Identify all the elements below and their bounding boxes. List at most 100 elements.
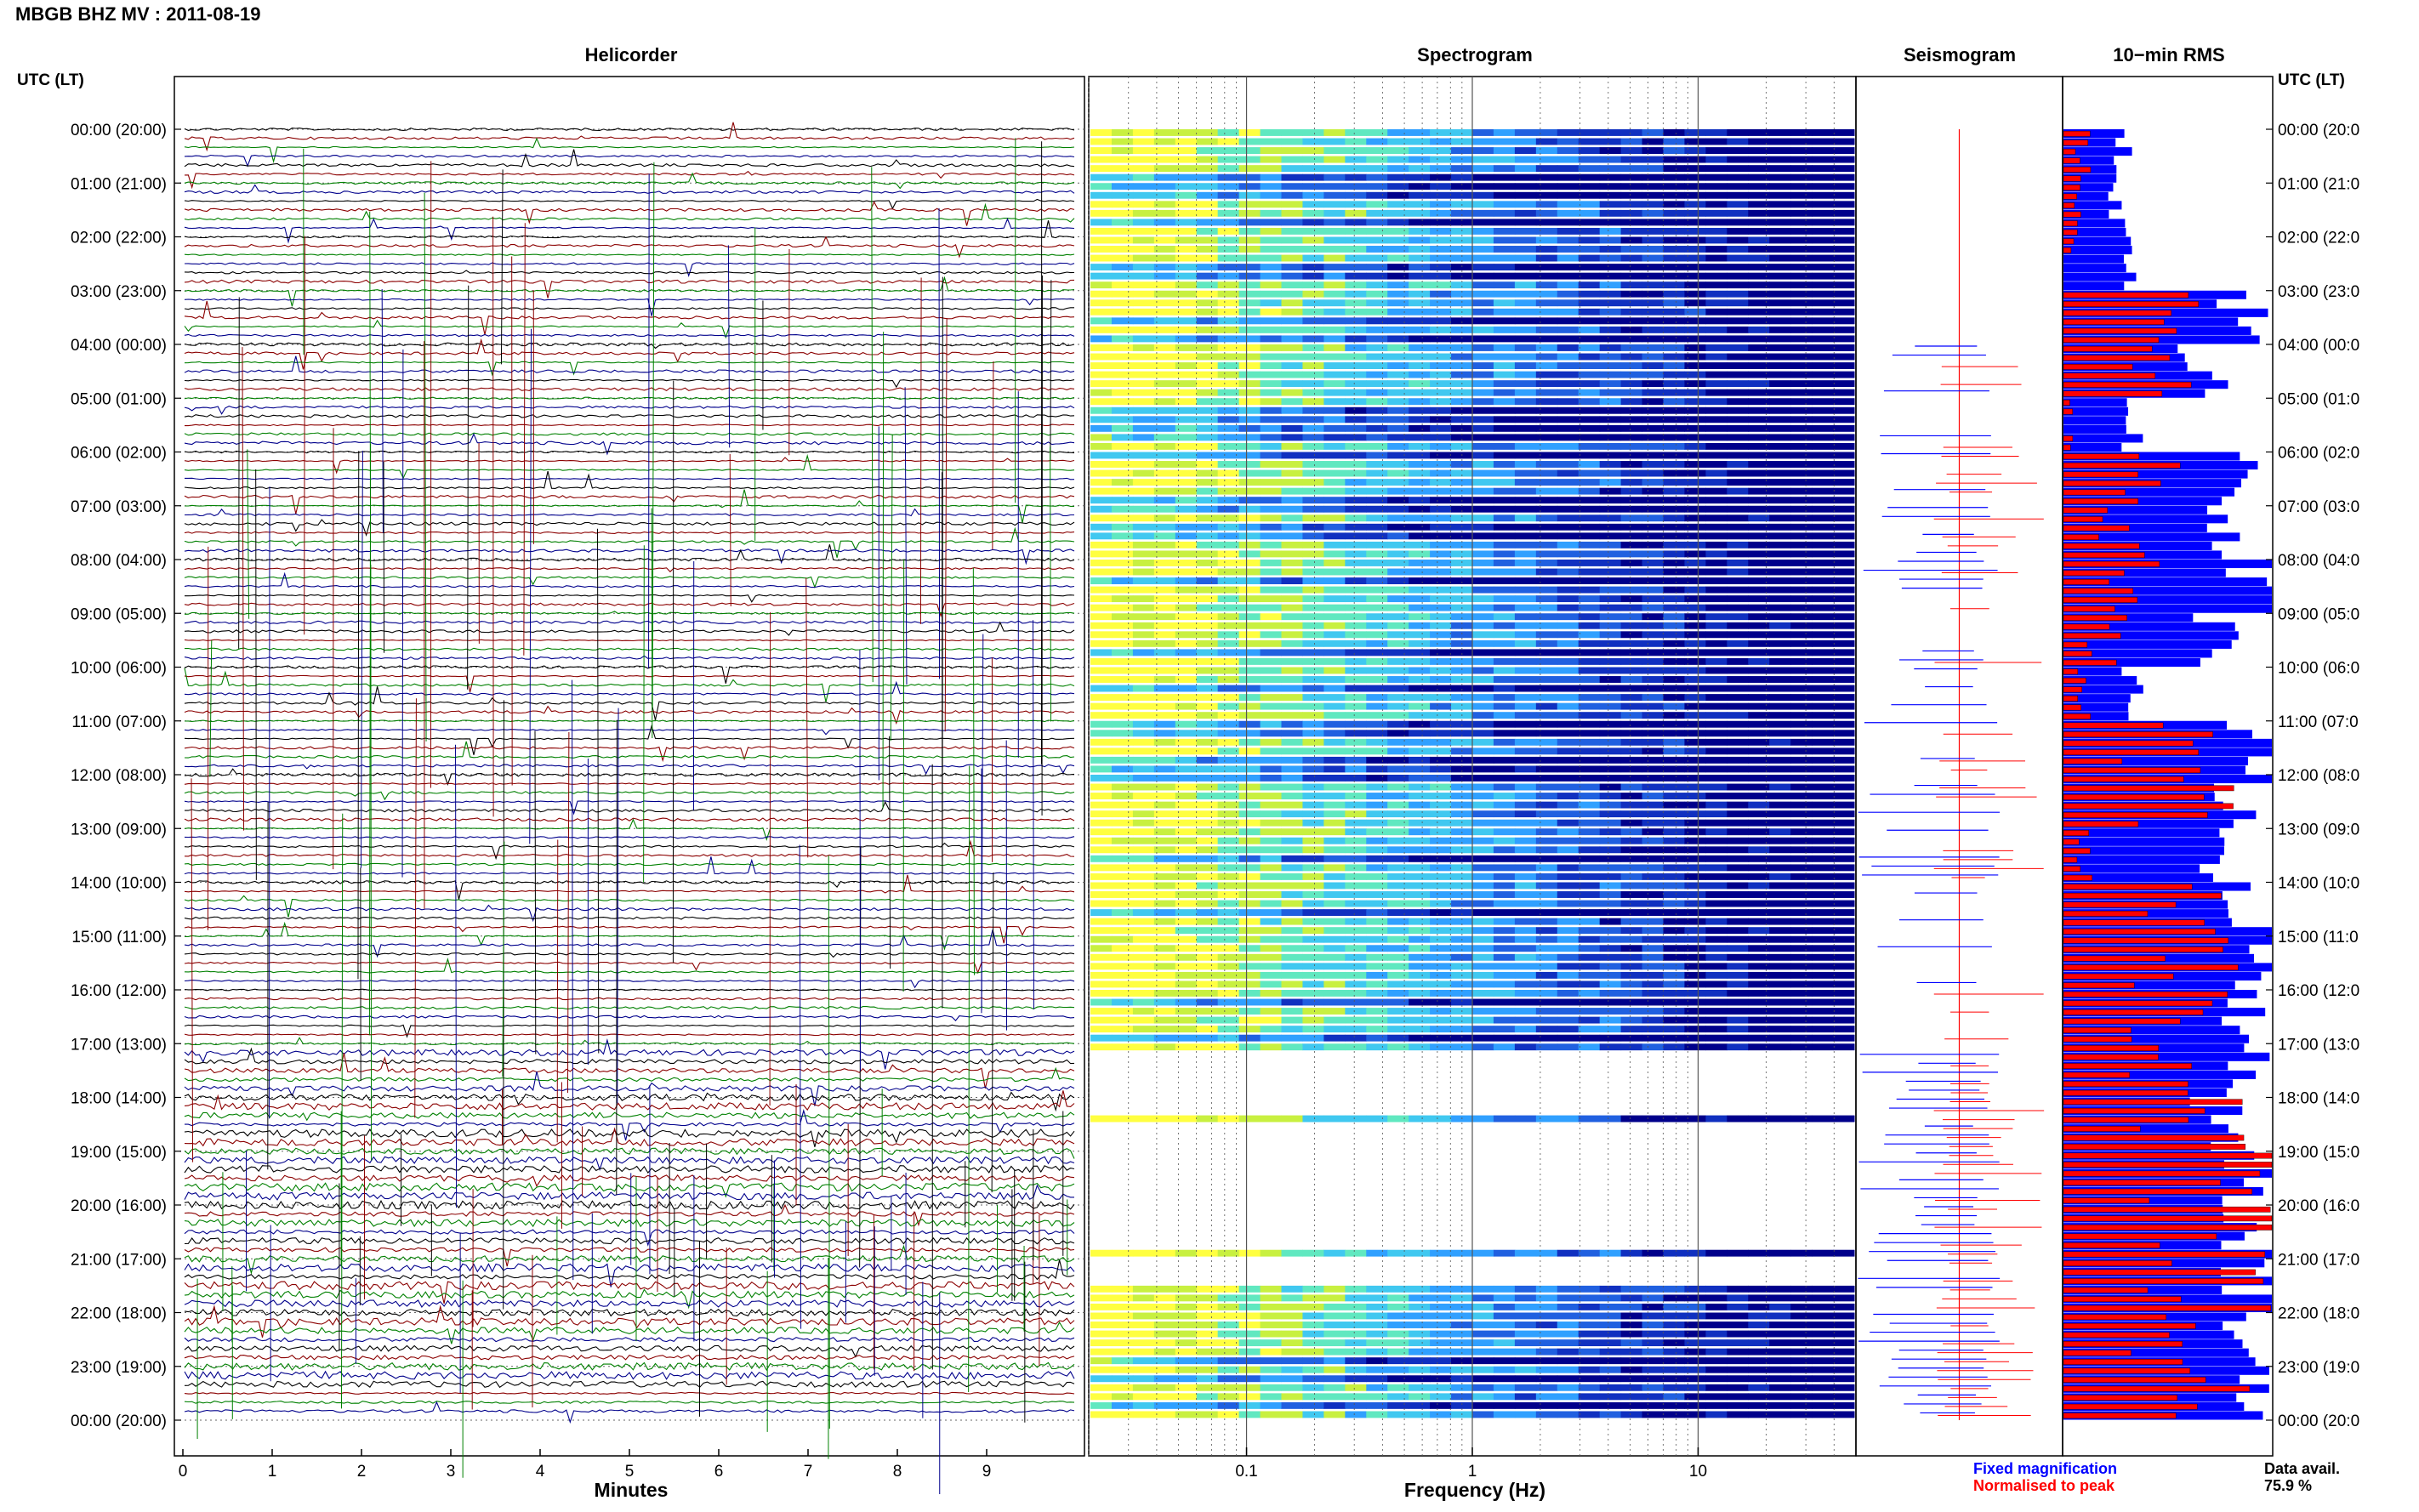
spectrogram-cell (1684, 793, 1706, 799)
spectrogram-cell (1345, 1043, 1367, 1051)
spectrogram-cell (1663, 738, 1685, 746)
spectrogram-cell (1472, 793, 1494, 799)
spectrogram-cell (1196, 864, 1219, 872)
spectrogram-cell (1387, 1401, 1409, 1409)
spectrogram-cell (1281, 882, 1303, 890)
spectrogram-cell (1387, 613, 1409, 621)
spectrogram-cell (1493, 775, 1516, 782)
spectrogram-cell (1217, 1312, 1240, 1320)
rms-red-bar (2063, 355, 2171, 361)
spectrogram-cell (1663, 577, 1685, 584)
helicorder-trace (184, 1281, 1075, 1305)
spectrogram-cell (1196, 622, 1219, 629)
spectrogram-cell (1430, 667, 1452, 674)
spectrogram-cell (1111, 801, 1134, 809)
spectrogram-cell (1175, 1393, 1198, 1401)
spectrogram-cell (1111, 505, 1134, 513)
spectrogram-cell (1175, 694, 1198, 702)
spectrogram-cell (1111, 523, 1134, 531)
spectrogram-cell (1557, 990, 1579, 997)
spectrogram-cell (1578, 209, 1601, 217)
spectrogram-cell (1153, 344, 1176, 351)
spectrogram-cell (1366, 272, 1388, 280)
spectrogram-cell (1451, 953, 1473, 961)
rms-red-bar (2063, 856, 2078, 863)
helicorder-spike (247, 449, 250, 619)
spectrogram-cell (1196, 891, 1219, 898)
spectrogram-cell (1366, 568, 1388, 576)
spectrogram-cell (1238, 1366, 1261, 1373)
spectrogram-cell (1366, 1357, 1388, 1365)
spectrogram-cell (1833, 1384, 1855, 1391)
spectrogram-cell (1578, 1366, 1601, 1373)
spectrogram-cell (1387, 505, 1409, 513)
spectrogram-cell (1769, 371, 1791, 378)
spectrogram-cell (1620, 165, 1643, 173)
spectrogram-cell (1451, 173, 1473, 181)
helicorder-trace (184, 925, 1075, 944)
spectrogram-cell (1663, 219, 1685, 226)
spectrogram-cell (1132, 165, 1155, 173)
spectrogram-cell (1387, 891, 1409, 898)
spectrogram-cell (1302, 1339, 1324, 1347)
spectrogram-cell (1557, 657, 1579, 665)
spectrogram-cell (1620, 793, 1643, 799)
spectrogram-cell (1833, 810, 1855, 818)
spectrogram-cell (1748, 281, 1770, 289)
spectrogram-cell (1578, 622, 1601, 629)
spectrogram-cell (1387, 236, 1409, 244)
spectrogram-cell (1090, 1016, 1113, 1024)
spectrogram-cell (1472, 568, 1494, 576)
spectrogram-cell (1430, 756, 1452, 764)
spectrogram-cell (1175, 219, 1198, 226)
spectrogram-cell (1748, 747, 1770, 755)
spectrogram-cell (1409, 953, 1431, 961)
spectrogram-cell (1769, 855, 1791, 862)
spectrogram-cell (1599, 649, 1622, 657)
spectrogram-cell (1599, 622, 1622, 629)
spectrogram-cell (1472, 1339, 1494, 1347)
spectrogram-cell (1472, 1115, 1494, 1123)
spectrogram-cell (1238, 1375, 1261, 1383)
spectrogram-cell (1812, 657, 1834, 665)
spectrogram-cell (1217, 290, 1240, 298)
spectrogram-cell (1451, 1366, 1473, 1373)
helicorder-trace (185, 1109, 1075, 1141)
spectrogram-cell (1302, 398, 1324, 406)
spectrogram-cell (1599, 317, 1622, 325)
spectrogram-cell (1535, 810, 1558, 818)
spectrogram-cell (1409, 1312, 1431, 1320)
spectrogram-cell (1578, 398, 1601, 406)
spectrogram-cell (1790, 1348, 1813, 1356)
spectrogram-cell (1578, 371, 1601, 378)
spectrogram-cell (1366, 1034, 1388, 1042)
spectrogram-cell (1642, 353, 1664, 361)
spectrogram-cell (1132, 1411, 1155, 1418)
spectrogram-cell (1748, 308, 1770, 315)
spectrogram-cell (1090, 819, 1113, 827)
spectrogram-cell (1387, 918, 1409, 925)
spectrogram-cell (1409, 326, 1431, 333)
spectrogram-cell (1302, 1357, 1324, 1365)
helicorder-trace (184, 549, 1075, 566)
spectrogram-cell (1557, 631, 1579, 639)
spectrogram-cell (1493, 505, 1516, 513)
spectrogram-cell (1812, 209, 1834, 217)
spectrogram-cell (1366, 702, 1388, 710)
spectrogram-cell (1238, 622, 1261, 629)
spectrogram-cell (1430, 963, 1452, 970)
spectrogram-cell (1557, 227, 1579, 235)
spectrogram-cell (1238, 639, 1261, 647)
spectrogram-cell (1387, 380, 1409, 388)
spectrogram-cell (1345, 1384, 1367, 1391)
spectrogram-cell (1153, 264, 1176, 271)
spectrogram-cell (1642, 362, 1664, 369)
spectrogram-cell (1090, 586, 1113, 594)
spectrogram-cell (1217, 541, 1240, 549)
spectrogram-cell (1323, 353, 1346, 361)
rms-blue-bar (2063, 586, 2272, 595)
spectrogram-cell (1535, 317, 1558, 325)
spectrogram-cell (1493, 227, 1516, 235)
spectrogram-cell (1153, 998, 1176, 1006)
spectrogram-cell (1578, 846, 1601, 854)
